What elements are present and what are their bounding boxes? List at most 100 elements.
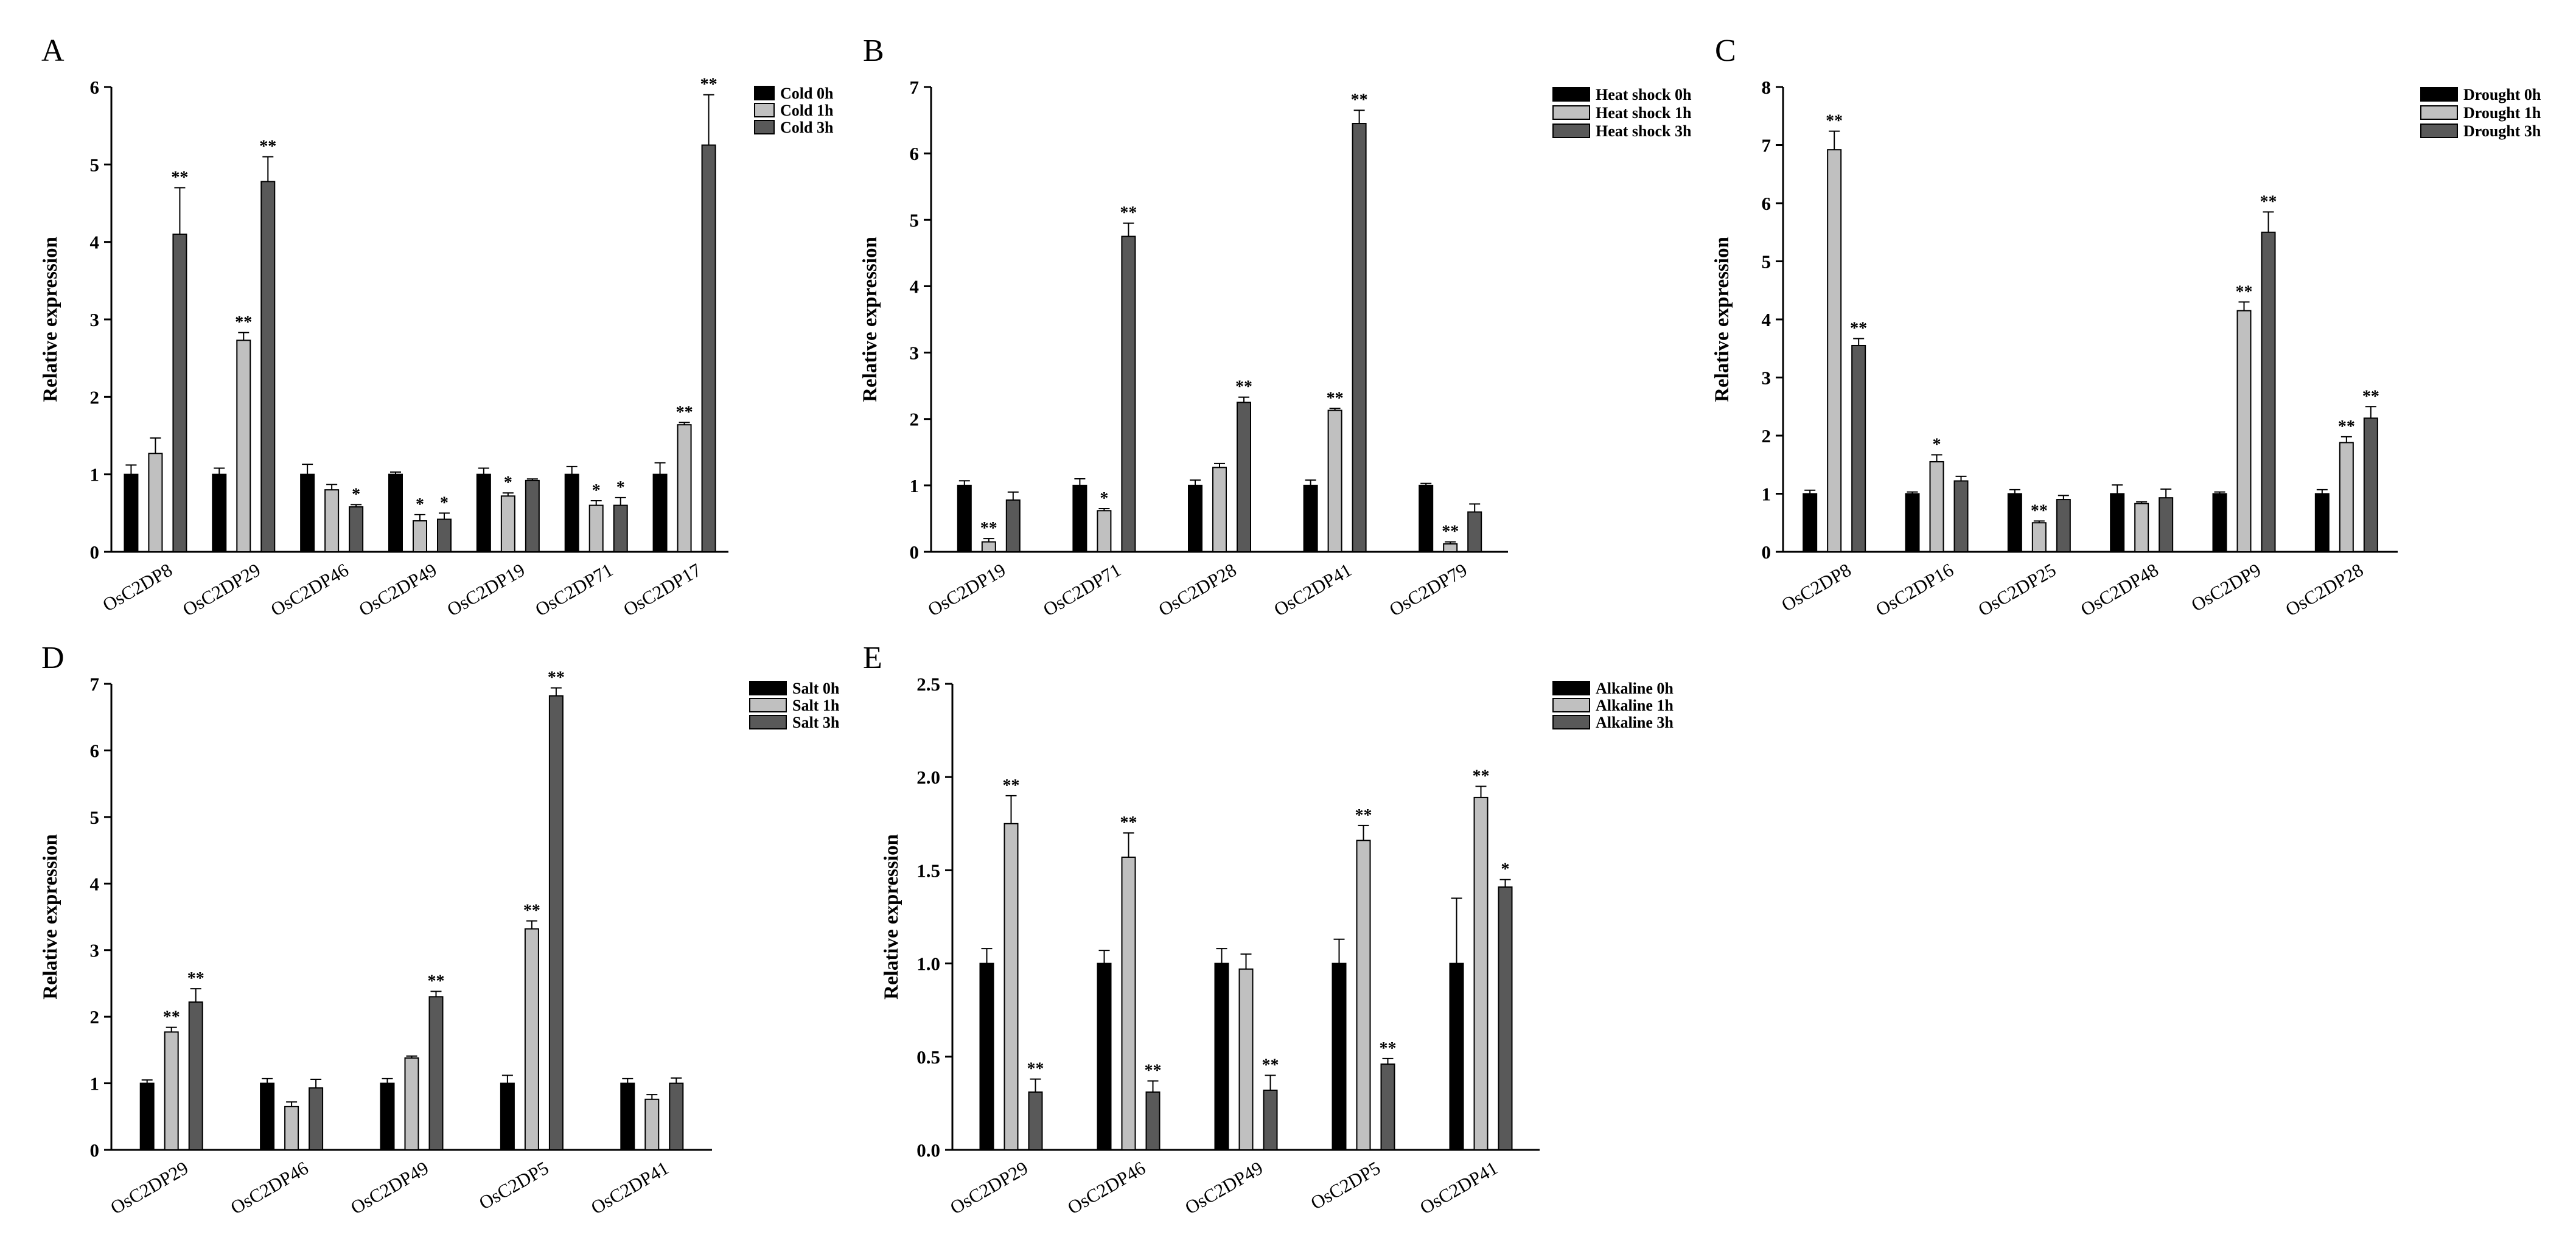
significance-label: ** [1120,813,1137,832]
bar [148,453,163,553]
y-tick-label: 7 [90,674,100,695]
panel-letter: D [41,641,65,675]
bar [1097,962,1112,1150]
significance-label: ** [1380,1039,1397,1058]
significance-label: * [352,485,360,504]
bar [1097,510,1112,552]
legend-swatch [749,715,787,729]
bar [644,1098,660,1150]
bar [588,504,604,552]
significance-label: ** [428,972,445,991]
significance-label: * [1100,489,1108,508]
legend-label: Salt 0h [792,680,840,697]
significance-label: ** [1327,389,1344,408]
significance-label: ** [2338,417,2355,436]
bar [1145,1091,1161,1150]
bar [613,504,628,552]
bar [188,1001,203,1151]
legend-swatch [754,120,775,134]
legend-label: Salt 1h [792,697,840,714]
bar [1005,499,1021,553]
significance-label: ** [1003,776,1020,795]
significance-label: ** [700,75,717,94]
y-tick-label: 4 [90,873,100,894]
bar [124,473,139,553]
y-tick-label: 1 [90,1073,100,1095]
bar [669,1082,684,1150]
bar [981,541,996,553]
bar [2212,493,2227,552]
y-tick-label: 4 [1762,309,1771,330]
bar [1212,467,1227,552]
significance-label: ** [1120,204,1137,223]
y-tick-label: 1.5 [916,860,940,881]
bar [1827,149,1842,552]
significance-label: ** [523,902,540,921]
legend-label: Heat shock 1h [1596,104,1692,122]
bar [1380,1063,1395,1151]
y-tick-label: 3 [910,343,920,364]
significance-label: ** [2031,501,2048,520]
significance-label: * [616,478,625,497]
significance-label: ** [1262,1056,1279,1074]
bar [1237,402,1251,553]
bar [1004,823,1019,1151]
y-tick-label: 2 [1762,425,1771,447]
significance-label: ** [235,313,252,332]
significance-label: ** [1351,91,1368,110]
legend-label: Alkaline 1h [1596,697,1674,714]
y-tick-label: 2 [910,409,920,430]
bar [979,962,994,1150]
legend-swatch [1552,105,1590,120]
y-tick-label: 5 [90,154,100,175]
y-tick-label: 1.0 [916,953,940,975]
bar [1263,1089,1278,1151]
bar [1803,493,1818,552]
y-tick-label: 5 [910,209,920,231]
bar [1028,1091,1043,1150]
y-tick-label: 2 [90,1006,100,1028]
y-tick-label: 4 [910,276,920,297]
bar [413,520,427,552]
panel-letter: B [863,33,884,68]
bar [349,506,364,552]
legend-label: Cold 1h [780,102,834,119]
y-axis-label: Relative expression [1711,237,1733,402]
y-tick-label: 0.0 [916,1140,940,1161]
legend-label: Salt 3h [792,714,840,731]
y-tick-label: 7 [1762,135,1771,156]
significance-label: * [416,495,424,514]
y-tick-label: 6 [90,740,100,761]
significance-label: ** [1850,319,1867,338]
y-tick-label: 2.5 [916,674,940,695]
y-tick-label: 0 [90,1140,100,1161]
bar [1443,543,1458,552]
bar [1929,461,1944,552]
legend-label: Cold 3h [780,119,834,136]
legend-swatch [2420,124,2458,138]
bar [1188,484,1202,552]
bar [2007,493,2022,552]
y-tick-label: 1 [1762,484,1771,505]
bar [564,473,579,553]
bar [1121,856,1136,1151]
y-tick-label: 8 [1762,77,1771,98]
bar [2159,497,2174,552]
y-tick-label: 3 [90,309,100,330]
y-tick-label: 6 [1762,193,1771,214]
significance-label: ** [980,519,997,538]
legend-label: Cold 0h [780,85,834,102]
bar [2056,499,2071,552]
significance-label: ** [1473,767,1490,786]
bar [1332,962,1347,1150]
significance-label: ** [2362,387,2379,406]
legend-swatch [2420,105,2458,120]
y-tick-label: 0 [90,541,100,563]
bar [1449,962,1464,1150]
y-tick-label: 2.0 [916,767,940,788]
bar [388,473,403,553]
y-tick-label: 3 [1762,367,1771,389]
bar [652,473,668,553]
